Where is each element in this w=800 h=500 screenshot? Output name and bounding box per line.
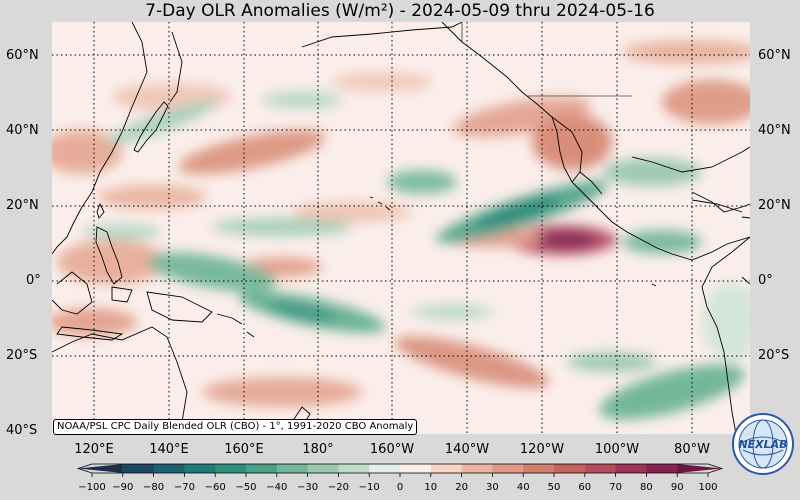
colorbar-tick-label: 40 bbox=[517, 482, 530, 493]
colorbar-swatch bbox=[400, 464, 432, 473]
lon-label-120e: 120°E bbox=[74, 442, 114, 457]
colorbar-swatch bbox=[184, 464, 216, 473]
lat-label-60n-right: 60°N bbox=[758, 48, 791, 63]
lon-label-100w: 100°W bbox=[594, 442, 640, 457]
colorbar-tick-label: −70 bbox=[174, 482, 195, 493]
colorbar-tick-label: 20 bbox=[455, 482, 468, 493]
colorbar-swatch bbox=[492, 464, 524, 473]
data-source-credit: NOAA/PSL CPC Daily Blended OLR (CBO) - 1… bbox=[53, 419, 418, 435]
colorbar-ticks: −100 −90 −80 −70 −60 −50 −40 −30 −20 −10 0 10 20 30 40… bbox=[78, 473, 718, 493]
lat-label-20s-left: 20°S bbox=[6, 348, 38, 363]
olr-anomaly-map bbox=[52, 22, 750, 434]
coastlines bbox=[52, 22, 750, 434]
anomaly-field bbox=[52, 40, 750, 420]
map-title: 7-Day OLR Anomalies (W/m²) - 2024-05-09 … bbox=[145, 1, 655, 21]
colorbar-swatches bbox=[76, 463, 724, 474]
lon-label-180: 180° bbox=[302, 442, 334, 457]
lat-label-20n-left: 20°N bbox=[6, 198, 39, 213]
lon-label-120w: 120°W bbox=[519, 442, 565, 457]
colorbar-tick-label: −30 bbox=[297, 482, 318, 493]
colorbar: −100 −90 −80 −70 −60 −50 −40 −30 −20 −10 0 10 20 30 40… bbox=[76, 463, 724, 493]
colorbar-swatch bbox=[677, 464, 722, 473]
colorbar-tick-label: 100 bbox=[698, 482, 717, 493]
lon-label-160w: 160°W bbox=[369, 442, 415, 457]
colorbar-tick-label: 10 bbox=[424, 482, 437, 493]
colorbar-swatch bbox=[276, 464, 309, 473]
colorbar-tick-label: −50 bbox=[235, 482, 256, 493]
logo-text: NEXLAB bbox=[738, 438, 787, 451]
colorbar-tick-label: 70 bbox=[609, 482, 622, 493]
colorbar-swatch bbox=[122, 464, 155, 473]
colorbar-swatch bbox=[369, 464, 401, 473]
graticule bbox=[52, 22, 750, 434]
colorbar-tick-label: −90 bbox=[112, 482, 133, 493]
colorbar-tick-label: 0 bbox=[397, 482, 403, 493]
lon-label-140w: 140°W bbox=[444, 442, 490, 457]
borders bbox=[461, 22, 632, 97]
colorbar-swatch bbox=[646, 464, 678, 473]
colorbar-swatch bbox=[523, 464, 555, 473]
lat-label-40n-right: 40°N bbox=[758, 123, 791, 138]
colorbar-tick-label: −40 bbox=[266, 482, 287, 493]
colorbar-tick-label: 50 bbox=[548, 482, 561, 493]
colorbar-swatch bbox=[246, 464, 278, 473]
colorbar-tick-label: 80 bbox=[640, 482, 653, 493]
colorbar-swatch bbox=[338, 464, 370, 473]
colorbar-swatch bbox=[215, 464, 247, 473]
lon-label-140e: 140°E bbox=[149, 442, 189, 457]
colorbar-swatch bbox=[461, 464, 493, 473]
colorbar-tick-label: 30 bbox=[486, 482, 499, 493]
lat-label-eq-right: 0° bbox=[758, 273, 773, 288]
colorbar-swatch bbox=[430, 464, 463, 473]
lat-label-60n-left: 60°N bbox=[6, 48, 39, 63]
lon-label-80w: 80°W bbox=[674, 442, 710, 457]
colorbar-swatch bbox=[78, 464, 123, 473]
colorbar-swatch bbox=[153, 464, 185, 473]
lon-label-160e: 160°E bbox=[224, 442, 264, 457]
lat-label-40s-left: 40°S bbox=[6, 423, 38, 438]
colorbar-tick-label: −80 bbox=[143, 482, 164, 493]
colorbar-tick-label: −60 bbox=[205, 482, 226, 493]
colorbar-tick-label: 90 bbox=[671, 482, 684, 493]
colorbar-tick-label: 60 bbox=[578, 482, 591, 493]
colorbar-tick-label: −100 bbox=[78, 482, 105, 493]
lat-label-20n-right: 20°N bbox=[758, 198, 791, 213]
colorbar-swatch bbox=[554, 464, 586, 473]
colorbar-swatch bbox=[615, 464, 647, 473]
colorbar-tick-label: −20 bbox=[328, 482, 349, 493]
lat-label-eq-left: 0° bbox=[26, 273, 41, 288]
lat-label-40n-left: 40°N bbox=[6, 123, 39, 138]
colorbar-swatch bbox=[307, 464, 339, 473]
nexlab-logo-icon: NEXLAB bbox=[732, 413, 794, 475]
lat-label-20s-right: 20°S bbox=[758, 348, 790, 363]
colorbar-tick-label: −10 bbox=[359, 482, 380, 493]
colorbar-swatch bbox=[584, 464, 617, 473]
